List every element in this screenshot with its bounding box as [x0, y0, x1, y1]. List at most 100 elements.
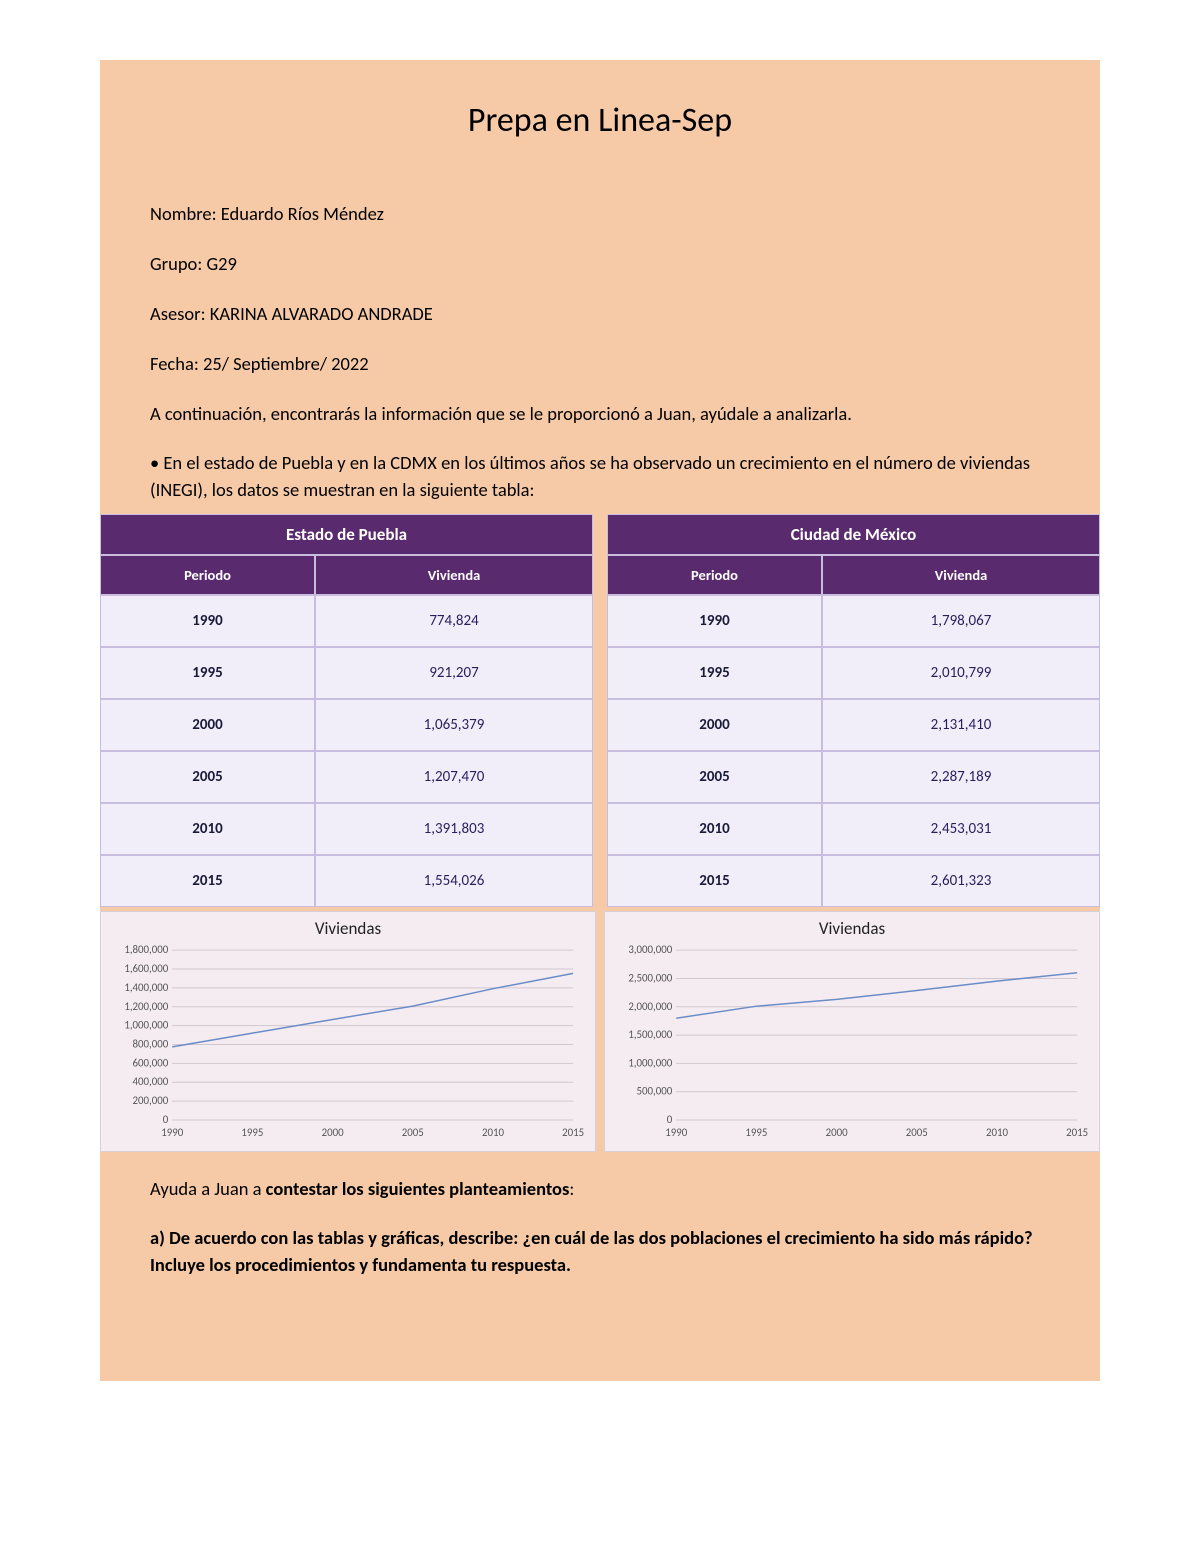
cell-vivienda: 1,554,026 [315, 855, 593, 907]
grupo-value: G29 [206, 252, 236, 275]
svg-text:1995: 1995 [745, 1126, 767, 1139]
chart-puebla-title: Viviendas [111, 918, 585, 939]
svg-text:3,000,000: 3,000,000 [628, 943, 672, 956]
cell-periodo: 2005 [100, 751, 315, 803]
document-page: Prepa en Linea-Sep Nombre: Eduardo Ríos … [100, 60, 1100, 1381]
cell-periodo: 2005 [607, 751, 822, 803]
svg-text:400,000: 400,000 [133, 1075, 169, 1088]
table-puebla-title: Estado de Puebla [100, 514, 593, 555]
table-cdmx: Ciudad de México Periodo Vivienda 19901,… [607, 514, 1100, 907]
svg-text:1995: 1995 [241, 1126, 263, 1139]
chart-cdmx-svg: 0 500,000 1,000,000 1,500,000 2,000,000 2,500… [615, 943, 1089, 1143]
page-title: Prepa en Linea-Sep [150, 100, 1050, 141]
svg-text:500,000: 500,000 [637, 1085, 673, 1098]
svg-text:1,000,000: 1,000,000 [628, 1056, 672, 1069]
asesor-value: KARINA ALVARADO ANDRADE [210, 302, 433, 325]
intro-2: • En el estado de Puebla y en la CDMX en… [150, 450, 1050, 504]
cell-vivienda: 2,131,410 [822, 699, 1100, 751]
svg-text:2015: 2015 [1066, 1126, 1088, 1139]
table-puebla: Estado de Puebla Periodo Vivienda 199077… [100, 514, 593, 907]
svg-text:800,000: 800,000 [133, 1038, 169, 1051]
grupo-label: Grupo: [150, 252, 206, 275]
outro-1: Ayuda a Juan a contestar los siguientes … [150, 1176, 1050, 1203]
svg-text:2000: 2000 [322, 1126, 345, 1139]
grupo-line: Grupo: G29 [150, 251, 1050, 277]
table-cdmx-body: 19901,798,067 19952,010,799 20002,131,41… [607, 595, 1100, 907]
cell-vivienda: 1,798,067 [822, 595, 1100, 647]
intro-1: A continuación, encontrarás la informaci… [150, 401, 1050, 427]
cell-vivienda: 2,453,031 [822, 803, 1100, 855]
cell-vivienda: 2,287,189 [822, 751, 1100, 803]
svg-text:1,000,000: 1,000,000 [124, 1019, 168, 1032]
fecha-value: 25/ Septiembre/ 2022 [203, 352, 369, 375]
table-row: 20102,453,031 [607, 803, 1100, 855]
table-row: 20051,207,470 [100, 751, 593, 803]
nombre-line: Nombre: Eduardo Ríos Méndez [150, 201, 1050, 227]
cell-periodo: 1990 [100, 595, 315, 647]
cell-periodo: 1995 [607, 647, 822, 699]
fecha-label: Fecha: [150, 352, 203, 375]
svg-text:2010: 2010 [482, 1126, 505, 1139]
svg-text:1,800,000: 1,800,000 [124, 943, 168, 956]
table-row: 19901,798,067 [607, 595, 1100, 647]
chart-cdmx: Viviendas 0 500,000 1,000,000 1,500,000 2,00… [604, 911, 1100, 1152]
svg-text:2,500,000: 2,500,000 [628, 972, 672, 985]
cell-vivienda: 1,065,379 [315, 699, 593, 751]
cell-periodo: 2015 [100, 855, 315, 907]
outro-1c: : [569, 1177, 574, 1200]
svg-text:2010: 2010 [986, 1126, 1009, 1139]
svg-text:2005: 2005 [402, 1126, 424, 1139]
svg-text:0: 0 [667, 1113, 673, 1126]
cell-periodo: 1990 [607, 595, 822, 647]
table-row: 20152,601,323 [607, 855, 1100, 907]
outro-2: a) De acuerdo con las tablas y gráficas,… [150, 1225, 1050, 1279]
table-row: 19952,010,799 [607, 647, 1100, 699]
table-row: 1995921,207 [100, 647, 593, 699]
table-row: 20002,131,410 [607, 699, 1100, 751]
cell-periodo: 2000 [100, 699, 315, 751]
svg-text:1990: 1990 [161, 1126, 184, 1139]
cell-periodo: 2010 [100, 803, 315, 855]
table-row: 20001,065,379 [100, 699, 593, 751]
svg-text:2005: 2005 [906, 1126, 928, 1139]
outro-1a: Ayuda a Juan a [150, 1177, 266, 1200]
table-cdmx-title: Ciudad de México [607, 514, 1100, 555]
svg-text:2,000,000: 2,000,000 [628, 1000, 672, 1013]
chart-puebla-svg: 0200,000400,000600,000800,0001,000,0001,… [111, 943, 585, 1143]
table-row: 1990774,824 [100, 595, 593, 647]
col-periodo: Periodo [607, 555, 822, 595]
svg-text:600,000: 600,000 [133, 1056, 169, 1069]
asesor-label: Asesor: [150, 302, 210, 325]
col-vivienda: Vivienda [822, 555, 1100, 595]
col-vivienda: Vivienda [315, 555, 593, 595]
fecha-line: Fecha: 25/ Septiembre/ 2022 [150, 351, 1050, 377]
chart-cdmx-title: Viviendas [615, 918, 1089, 939]
svg-text:1990: 1990 [665, 1126, 688, 1139]
svg-text:1,400,000: 1,400,000 [124, 981, 168, 994]
svg-text:2000: 2000 [826, 1126, 849, 1139]
table-puebla-body: 1990774,824 1995921,207 20001,065,379 20… [100, 595, 593, 907]
table-row: 20151,554,026 [100, 855, 593, 907]
table-row: 20052,287,189 [607, 751, 1100, 803]
cell-periodo: 1995 [100, 647, 315, 699]
svg-text:1,200,000: 1,200,000 [124, 1000, 168, 1013]
charts-container: Viviendas 0 200,000 400,000 600,000 800,000 1… [100, 911, 1100, 1152]
svg-text:1,600,000: 1,600,000 [124, 962, 168, 975]
asesor-line: Asesor: KARINA ALVARADO ANDRADE [150, 301, 1050, 327]
cell-periodo: 2010 [607, 803, 822, 855]
chart-puebla: Viviendas 0200,000400,000600,000800,0001… [100, 911, 596, 1152]
tables-container: Estado de Puebla Periodo Vivienda 199077… [100, 514, 1100, 907]
outro-1b: contestar los siguientes planteamientos [266, 1177, 570, 1200]
nombre-value: Eduardo Ríos Méndez [221, 202, 384, 225]
table-row: 20101,391,803 [100, 803, 593, 855]
svg-text:1,500,000: 1,500,000 [628, 1028, 672, 1041]
cell-vivienda: 1,207,470 [315, 751, 593, 803]
cell-periodo: 2000 [607, 699, 822, 751]
svg-text:2015: 2015 [562, 1126, 584, 1139]
svg-text:200,000: 200,000 [133, 1094, 169, 1107]
cell-vivienda: 2,010,799 [822, 647, 1100, 699]
col-periodo: Periodo [100, 555, 315, 595]
cell-vivienda: 774,824 [315, 595, 593, 647]
cell-vivienda: 2,601,323 [822, 855, 1100, 907]
cell-vivienda: 921,207 [315, 647, 593, 699]
